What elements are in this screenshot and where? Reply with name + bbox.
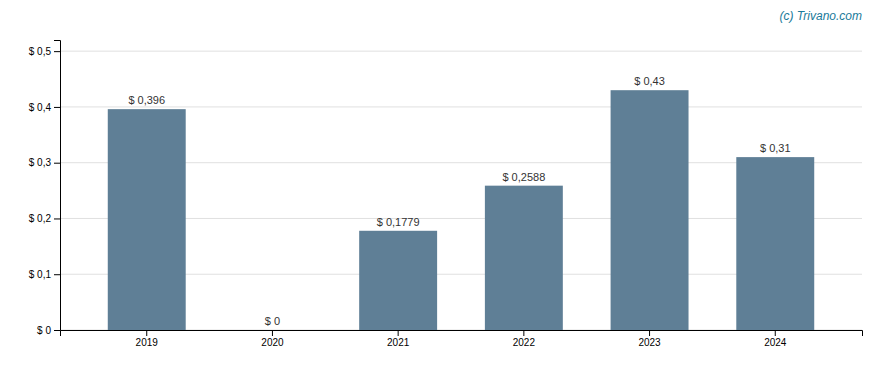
y-axis: $ 0 $ 0,1 $ 0,2 $ 0,3 $ 0,4 $ 0,5 <box>29 41 61 336</box>
annotation: (c) Trivano.com <box>780 9 862 23</box>
tick-mark <box>54 274 60 275</box>
data-label: $ 0,43 <box>634 75 665 87</box>
tick: 2022 <box>513 330 536 348</box>
tick-label: 2022 <box>513 337 536 348</box>
tick: $ 0,2 <box>29 213 60 224</box>
data-label: $ 0,31 <box>760 142 791 154</box>
grid <box>60 51 862 330</box>
tick-mark <box>398 330 399 336</box>
tick: 2019 <box>136 330 159 348</box>
tick-mark <box>775 330 776 336</box>
tick: $ 0,4 <box>29 102 60 113</box>
tick-label: 2020 <box>261 337 284 348</box>
tick-label: $ 0,3 <box>29 157 52 168</box>
axis-line <box>54 41 61 331</box>
tick-mark <box>649 330 650 336</box>
data-labels: $ 0,396 $ 0 $ 0,1779 $ 0,2588 $ 0,43 $ 0,31 <box>128 75 790 327</box>
bar <box>736 157 814 330</box>
x-axis: 2019 2020 2021 2022 2023 2024 <box>61 330 863 348</box>
tick-label: $ 0,2 <box>29 213 52 224</box>
tick: 2021 <box>387 330 410 348</box>
bar <box>108 109 186 330</box>
grid-line <box>60 106 862 107</box>
tick-mark <box>146 330 147 336</box>
tick: 2024 <box>764 330 787 348</box>
tick: $ 0 <box>37 325 60 336</box>
tick-label: $ 0,1 <box>29 269 52 280</box>
tick-mark <box>54 218 60 219</box>
tick-label: $ 0 <box>37 325 51 336</box>
tick-mark <box>54 107 60 108</box>
tick-label: 2021 <box>387 337 410 348</box>
tick-label: 2023 <box>638 337 661 348</box>
bar <box>485 186 563 330</box>
data-label: $ 0,396 <box>128 94 165 106</box>
bar <box>359 231 437 330</box>
chart: $ 0 $ 0,1 $ 0,2 $ 0,3 $ 0,4 $ 0,5 2019 2020 2021… <box>0 0 888 370</box>
tick: $ 0,5 <box>29 46 60 57</box>
tick: $ 0,3 <box>29 157 60 168</box>
tick-mark <box>54 51 60 52</box>
tick-label: $ 0,4 <box>29 102 52 113</box>
bars <box>108 90 814 330</box>
tick-label: $ 0,5 <box>29 46 52 57</box>
tick: $ 0,1 <box>29 269 60 280</box>
bar <box>611 90 689 330</box>
tick-mark <box>54 163 60 164</box>
data-label: $ 0 <box>265 315 280 327</box>
axis-line <box>61 331 863 337</box>
grid-line <box>60 51 862 52</box>
tick-mark <box>523 330 524 336</box>
tick-mark <box>54 330 60 331</box>
plot: $ 0 $ 0,1 $ 0,2 $ 0,3 $ 0,4 $ 0,5 2019 2020 2021… <box>29 41 863 349</box>
tick: 2020 <box>261 330 284 348</box>
data-label: $ 0,1779 <box>377 216 420 228</box>
tick: 2023 <box>638 330 661 348</box>
tick-label: 2019 <box>136 337 159 348</box>
data-label: $ 0,2588 <box>502 171 545 183</box>
tick-mark <box>272 330 273 336</box>
bar <box>233 330 311 331</box>
tick-label: 2024 <box>764 337 787 348</box>
